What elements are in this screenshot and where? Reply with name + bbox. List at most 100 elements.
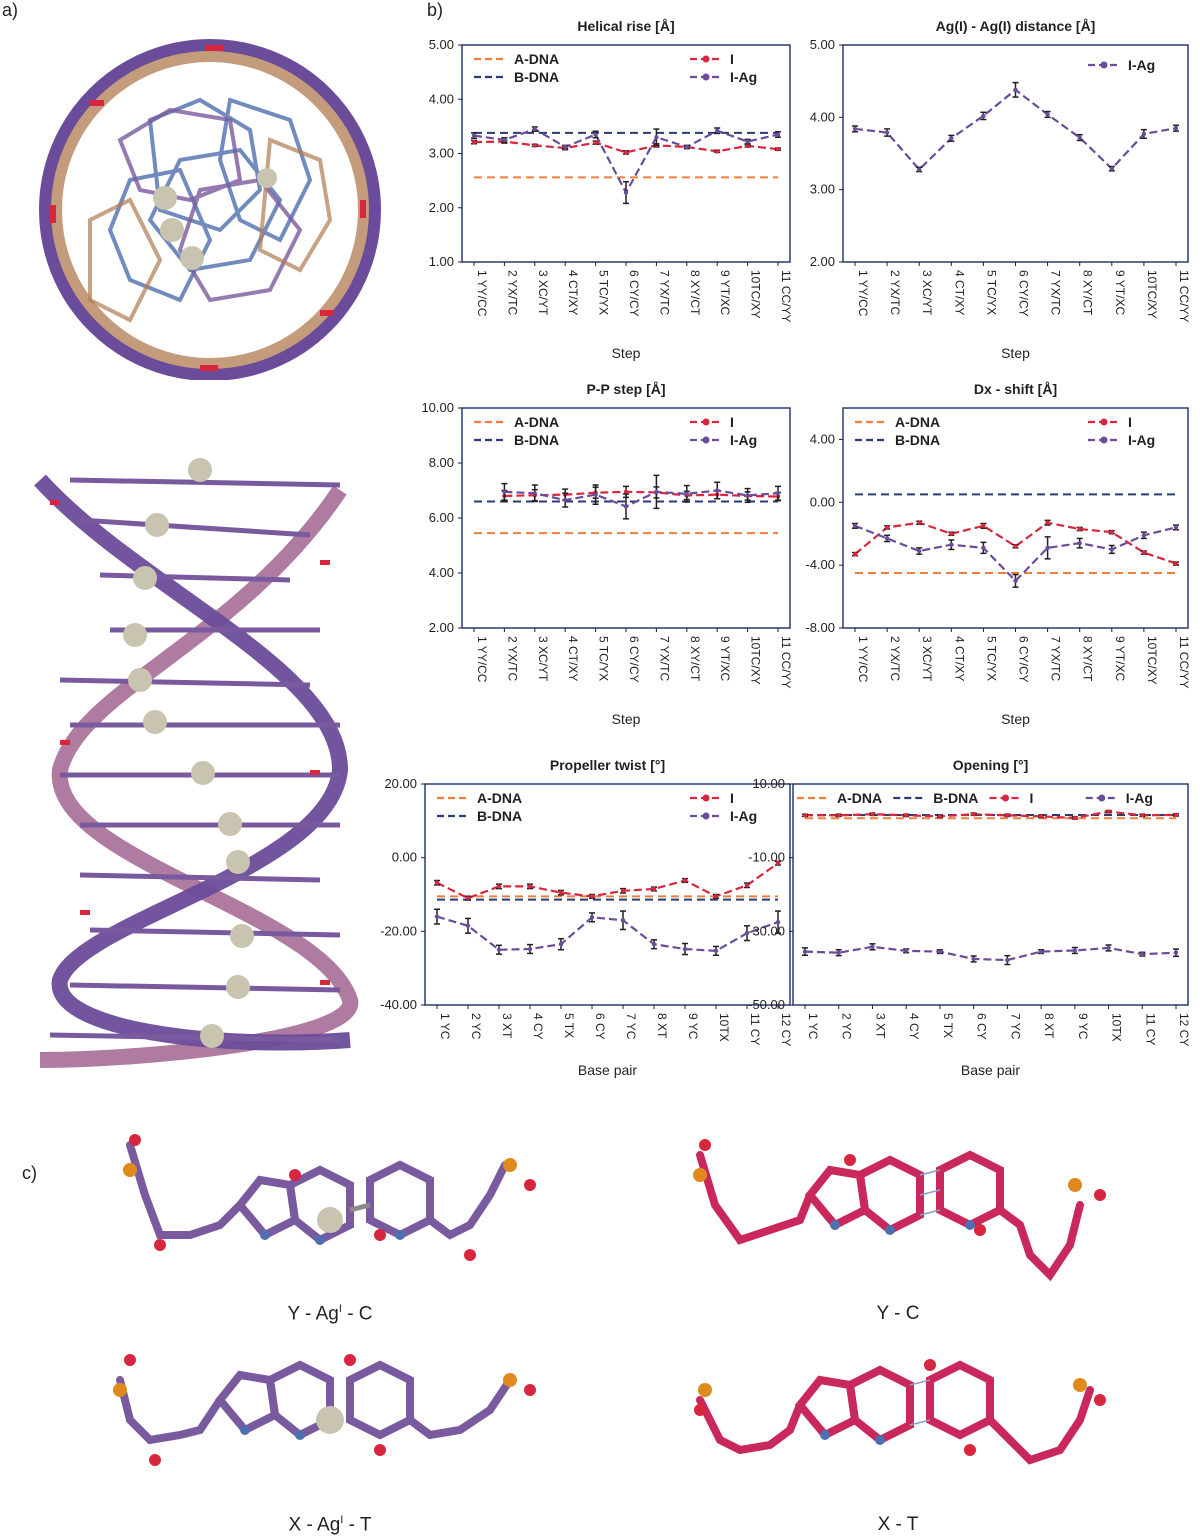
chart-propeller-twist: Propeller twist [°] -40.00 -20.00 0.00 20.00…	[380, 757, 793, 1078]
series-line-i-ag	[804, 945, 1177, 962]
series-line-i	[805, 810, 1177, 819]
x-tick-label: 8 XT	[655, 1013, 669, 1039]
x-tick-label: 3 XC/YT	[536, 270, 550, 316]
x-tick-label: 7 YX/TC	[1049, 270, 1063, 315]
x-tick-label: 3 XT	[873, 1013, 887, 1039]
data-point-i	[884, 525, 890, 530]
data-point-i	[713, 894, 719, 899]
legend-label-bdna: B-DNA	[895, 432, 940, 448]
data-point-i-ag	[715, 128, 720, 133]
x-tick-label: 8 XT	[1042, 1013, 1056, 1039]
data-point-i-ag	[852, 523, 858, 529]
x-tick-label: 5 TX	[941, 1013, 955, 1038]
data-point-i-ag	[713, 948, 719, 954]
x-tick-label: 11 CY	[1143, 1013, 1157, 1045]
x-tick-label: 11 CC/YY	[1177, 270, 1191, 322]
x-tick-label: 1 YY/CC	[475, 270, 489, 317]
series-line-i	[504, 490, 779, 498]
data-point-i	[836, 813, 841, 818]
legend-marker-iag	[1098, 794, 1106, 802]
legend-marker-iag	[702, 436, 710, 444]
data-point-i-ag	[971, 956, 976, 962]
y-tick-label: 8.00	[429, 455, 454, 470]
data-point-i-ag	[682, 946, 688, 952]
x-tick-label: 7 YC	[624, 1013, 638, 1040]
x-tick-label: 3 XT	[500, 1013, 514, 1039]
data-point-i-ag	[1173, 125, 1179, 131]
data-point-i	[465, 895, 471, 901]
caption-y-ag-c-post: - C	[341, 1303, 373, 1325]
caption-x-ag-t-post: - T	[343, 1514, 372, 1536]
data-point-i-ag	[836, 950, 841, 955]
data-point-i-ag	[775, 919, 781, 925]
legend-label-i: I	[730, 790, 734, 806]
legend-label-iag: I-Ag	[1128, 57, 1155, 73]
data-point-i-ag	[715, 488, 720, 493]
x-tick-label: 8 XY/CT	[688, 636, 702, 682]
legend-marker-i	[702, 794, 710, 802]
data-point-i-ag	[744, 930, 750, 936]
data-point-i-ag	[434, 914, 440, 919]
x-tick-label: 2 YX/TC	[505, 636, 519, 681]
data-point-i-ag	[496, 947, 502, 952]
caption-y-c-pre: Y - C	[876, 1303, 920, 1324]
data-point-i-ag	[1141, 131, 1147, 137]
plot-frame	[842, 44, 1189, 263]
x-tick-label: 2 YC	[469, 1013, 483, 1040]
x-tick-label: 9 YT/XC	[718, 636, 732, 681]
legend-marker-i	[702, 418, 710, 426]
x-tick-label: 4 CY	[907, 1013, 921, 1040]
data-point-i-ag	[1106, 945, 1111, 951]
x-tick-label: 10TX	[1110, 1013, 1124, 1042]
x-tick-label: 5 TC/YX	[597, 270, 611, 315]
chart-opening: Opening [°] -50.00 -30.00 -10.00 10.00 1 YC 2 …	[748, 757, 1191, 1078]
panel-label-a: a)	[2, 0, 19, 20]
data-point-i	[715, 149, 720, 154]
x-tick-label: 9 YC	[1076, 1013, 1090, 1040]
data-point-i-ag	[870, 944, 875, 950]
x-tick-label: 11 CC/YY	[1177, 636, 1191, 688]
data-point-i	[620, 888, 626, 894]
panel-label-b: b)	[427, 0, 444, 20]
x-t-molecule-image	[694, 1359, 1106, 1465]
data-point-i	[434, 880, 440, 885]
data-point-i-ag	[1141, 533, 1147, 538]
data-point-i-ag	[937, 949, 943, 954]
data-point-i	[775, 860, 781, 866]
legend-label-bdna: B-DNA	[514, 69, 559, 85]
data-point-i	[1140, 813, 1145, 818]
legend-label-iag: I-Ag	[730, 69, 757, 85]
data-point-i-ag	[654, 489, 659, 495]
plot-frame	[424, 783, 791, 1006]
x-tick-label: 9 YT/XC	[1113, 270, 1127, 315]
data-point-i	[949, 531, 954, 536]
data-point-i-ag	[745, 139, 750, 144]
legend-label-iag: I-Ag	[1128, 432, 1155, 448]
data-point-i	[593, 140, 598, 145]
chart-title: P-P step [Å]	[586, 381, 665, 397]
caption-x-t-pre: X - T	[877, 1514, 919, 1535]
legend-marker-i	[1100, 418, 1108, 426]
legend-label-bdna: B-DNA	[477, 808, 522, 824]
data-point-i	[981, 523, 986, 529]
x-tick-label: 11 CY	[748, 1013, 762, 1045]
data-point-i-ag	[1013, 87, 1018, 93]
x-tick-label: 5 TC/YX	[984, 270, 998, 315]
x-tick-label: 4 CY	[531, 1013, 545, 1040]
data-point-i	[1072, 815, 1078, 821]
legend-label-i: I	[730, 414, 734, 430]
x-tick-label: 10TC/XY	[749, 636, 763, 685]
y-tick-label: 4.00	[810, 109, 835, 124]
y-tick-label: -30.00	[748, 923, 785, 938]
x-tick-label: 3 XC/YT	[536, 636, 550, 682]
data-point-i-ag	[1072, 948, 1078, 953]
data-point-i-ag	[527, 946, 533, 952]
data-point-i-ag	[981, 545, 986, 551]
data-point-i-ag	[623, 190, 629, 195]
x-tick-label: 8 XY/CT	[688, 270, 702, 316]
x-tick-label: 5 TC/YX	[984, 636, 998, 681]
data-point-i-ag	[502, 489, 507, 495]
data-point-i-ag	[1140, 951, 1145, 957]
legend-label-bdna: B-DNA	[514, 432, 559, 448]
data-point-i-ag	[949, 136, 954, 141]
